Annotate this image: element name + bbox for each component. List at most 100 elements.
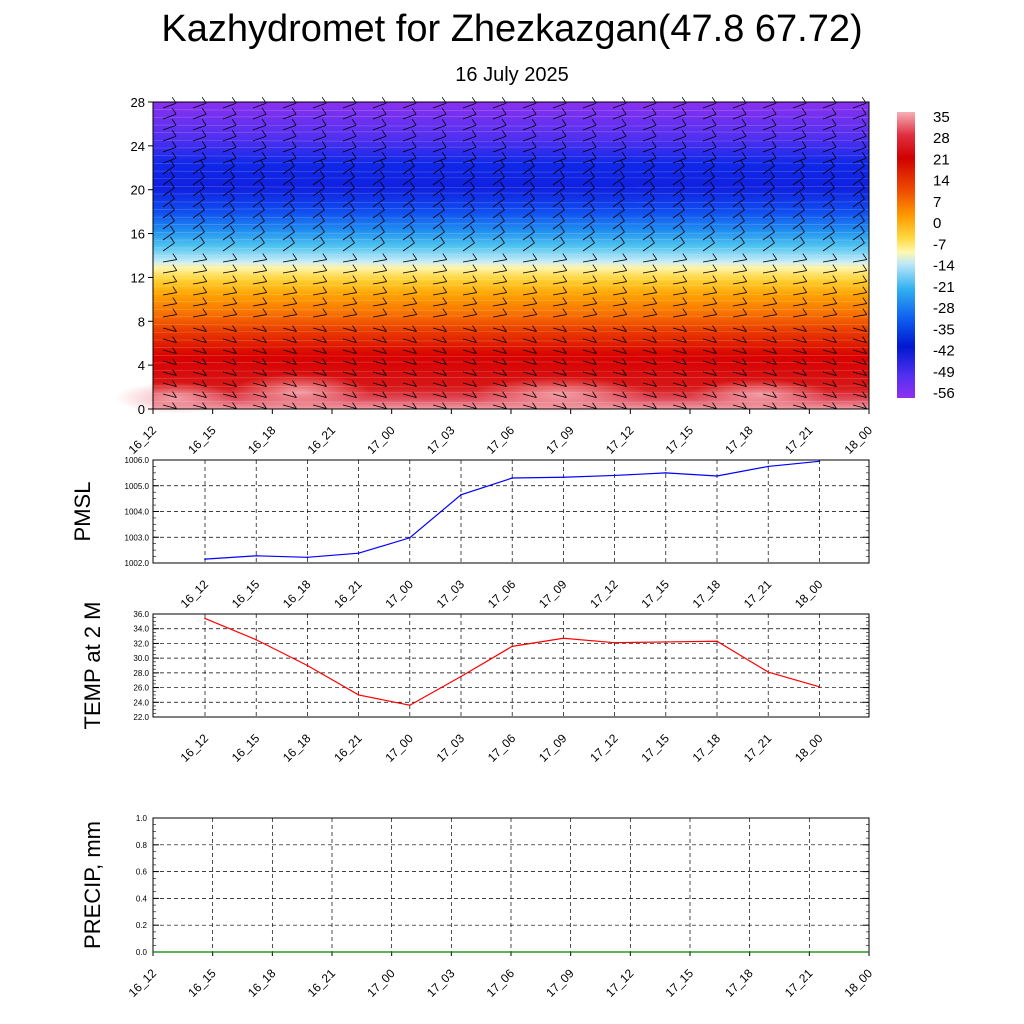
wind-barb xyxy=(372,297,388,307)
wind-barb xyxy=(672,159,685,175)
y-tick-label: 28.0 xyxy=(133,669,149,678)
wind-barb xyxy=(522,297,538,307)
wind-barb xyxy=(252,308,268,318)
wind-barb xyxy=(372,253,388,263)
wind-barb xyxy=(732,297,748,307)
wind-barb xyxy=(702,214,715,230)
wind-barb xyxy=(222,347,237,355)
wind-barb xyxy=(762,336,777,344)
wind-barb xyxy=(792,369,807,377)
wind-barb xyxy=(192,264,208,274)
wind-barb xyxy=(312,170,325,186)
wind-barb xyxy=(822,275,838,285)
wind-barb xyxy=(672,402,687,410)
wind-barb xyxy=(492,253,508,263)
colorbar-label: -28 xyxy=(933,300,955,317)
wind-barb xyxy=(522,107,537,120)
x-tick-label: 17_00 xyxy=(364,423,398,457)
wind-barb xyxy=(432,358,447,366)
wind-barb xyxy=(642,369,657,377)
wind-barb xyxy=(432,253,448,263)
colorbar-label: -56 xyxy=(933,385,955,402)
wind-barb xyxy=(312,264,328,274)
wind-barb xyxy=(222,129,237,142)
wind-barb xyxy=(612,236,625,252)
wind-barb xyxy=(672,253,688,263)
wind-barb xyxy=(702,380,717,388)
wind-barb xyxy=(642,380,657,388)
x-tick-label: 17_06 xyxy=(484,423,518,457)
y-tick-label: 4 xyxy=(138,358,145,373)
wind-barb xyxy=(252,170,265,186)
y-axis-label: PMSL xyxy=(70,482,95,542)
wind-barb xyxy=(432,107,447,120)
wind-barb xyxy=(732,369,747,377)
wind-barb xyxy=(702,203,715,219)
wind-barb xyxy=(582,107,597,120)
colorbar-label: 0 xyxy=(933,215,941,232)
wind-barb xyxy=(702,286,718,296)
wind-barb xyxy=(672,347,687,355)
contour-line xyxy=(152,330,870,333)
wind-barb xyxy=(792,214,805,230)
wind-barb xyxy=(732,358,747,366)
wind-barb xyxy=(162,264,178,274)
wind-barb xyxy=(462,380,477,388)
wind-barb xyxy=(672,236,685,252)
wind-barb xyxy=(312,391,327,399)
wind-barb xyxy=(792,264,808,274)
wind-barb xyxy=(762,140,777,153)
wind-barb xyxy=(822,297,838,307)
wind-barb xyxy=(222,214,235,230)
wind-barb xyxy=(162,336,177,344)
wind-barb xyxy=(612,275,628,285)
wind-barb xyxy=(672,325,687,333)
wind-barb xyxy=(282,129,297,142)
wind-barb xyxy=(732,347,747,355)
wind-barb xyxy=(462,347,477,355)
wind-barb xyxy=(282,118,297,131)
wind-barb xyxy=(462,308,478,318)
wind-barb xyxy=(372,151,387,164)
x-tick-label: 17_00 xyxy=(382,731,416,765)
data-point xyxy=(357,694,360,696)
wind-barb xyxy=(312,380,327,388)
wind-barb xyxy=(162,391,177,399)
x-tick-label: 17_12 xyxy=(603,966,637,1000)
wind-barb xyxy=(762,225,775,241)
wind-barb xyxy=(252,264,268,274)
contour-line xyxy=(152,124,870,127)
wind-barb xyxy=(582,358,597,366)
wind-barb xyxy=(252,203,265,219)
wind-barb xyxy=(552,253,568,263)
wind-barb xyxy=(432,118,447,131)
wind-barb xyxy=(552,140,567,153)
wind-barb xyxy=(642,347,657,355)
wind-barb xyxy=(522,192,535,208)
wind-barb xyxy=(222,402,237,410)
wind-barb xyxy=(402,264,418,274)
wind-barb xyxy=(582,336,597,344)
wind-barb xyxy=(852,118,867,131)
wind-barb xyxy=(732,140,747,153)
x-tick-label: 17_06 xyxy=(485,577,519,611)
wind-barb xyxy=(492,214,505,230)
x-tick-label: 17_09 xyxy=(543,966,577,1000)
wind-barb xyxy=(702,358,717,366)
wind-barb xyxy=(552,380,567,388)
wind-barb xyxy=(702,140,717,153)
wind-barb xyxy=(582,118,597,131)
wind-barb xyxy=(522,358,537,366)
wind-barb xyxy=(372,347,387,355)
x-tick-label: 17_15 xyxy=(638,577,672,611)
wind-barb xyxy=(162,308,178,318)
wind-barb xyxy=(672,336,687,344)
wind-barb xyxy=(732,380,747,388)
wind-barb xyxy=(402,369,417,377)
wind-barb xyxy=(342,236,355,252)
wind-barb xyxy=(822,369,837,377)
wind-barb xyxy=(582,347,597,355)
wind-barb xyxy=(342,380,357,388)
wind-barb xyxy=(492,203,505,219)
wind-barb xyxy=(642,391,657,399)
